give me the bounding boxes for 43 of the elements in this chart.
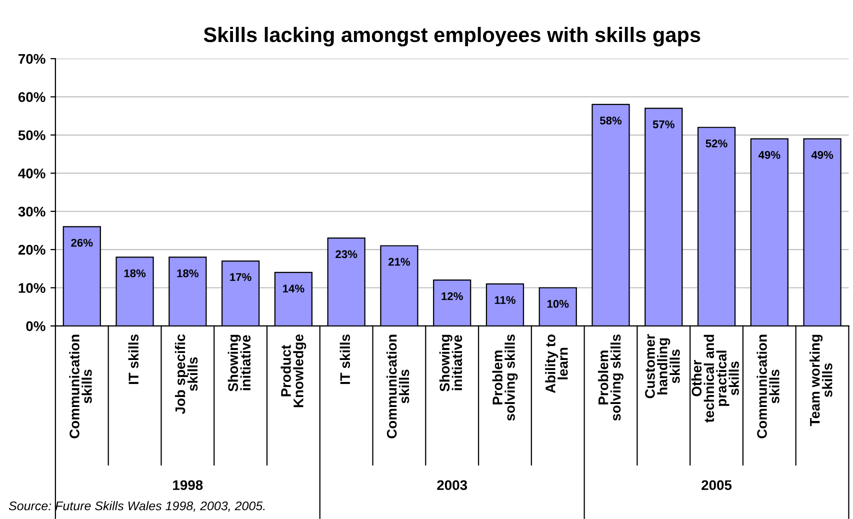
x-tick-label: Product Knowledge xyxy=(280,334,306,408)
x-tick-label: Problem solving skills xyxy=(598,334,624,421)
x-tick-label: Team working skills xyxy=(810,334,832,426)
data-label: 17% xyxy=(230,273,252,282)
y-tick-label: 0% xyxy=(26,321,46,332)
y-tick-label: 70% xyxy=(18,54,46,64)
data-label: 58% xyxy=(600,116,622,124)
x-tick-label: Other technical and practical skills xyxy=(691,334,739,423)
y-tick-label: 50% xyxy=(18,130,46,140)
text: 2005 xyxy=(702,480,732,490)
data-label: 49% xyxy=(811,150,834,159)
x-tick-label: Communication skills xyxy=(386,334,410,438)
x-tick-label: Communication skills xyxy=(756,334,780,438)
data-label: 18% xyxy=(177,269,198,278)
y-tick-label: 40% xyxy=(18,168,46,178)
data-label: 52% xyxy=(706,140,728,148)
x-tick-label: Ability to learn xyxy=(545,334,568,394)
x-tick-label: IT skills xyxy=(340,334,350,384)
y-tick-label: 30% xyxy=(18,206,46,217)
x-tick-label: Job specific skills xyxy=(174,334,198,414)
data-label: 12% xyxy=(442,292,463,300)
data-label: 49% xyxy=(758,150,780,159)
data-label: 26% xyxy=(71,238,93,247)
data-label: 23% xyxy=(336,250,358,258)
data-label: 11% xyxy=(494,296,516,304)
data-label: 10% xyxy=(547,300,569,308)
x-tick-label: Communication skills xyxy=(69,334,92,438)
text: 2003 xyxy=(437,480,468,490)
data-label: 21% xyxy=(388,258,410,266)
x-tick-label: IT skills xyxy=(128,334,138,384)
y-tick-label: 20% xyxy=(18,244,46,255)
x-tick-label: Problem solving skills xyxy=(492,334,518,421)
data-label: 18% xyxy=(124,269,146,278)
x-tick-label: Customer handling skills xyxy=(645,334,680,398)
x-tick-label: Showing initiative xyxy=(439,334,462,392)
data-label: 57% xyxy=(652,120,674,128)
data-label: 14% xyxy=(283,284,304,292)
chart-title: Skills lacking amongst employees with skills gaps xyxy=(204,26,700,46)
y-tick-label: 10% xyxy=(18,283,46,293)
text: 1998 xyxy=(173,480,203,490)
x-tick-label: Showing initiative xyxy=(228,334,251,392)
y-tick-label: 60% xyxy=(18,92,46,102)
source-note: Source: Future Skills Wales 1998, 2003, 2005. xyxy=(8,501,265,512)
